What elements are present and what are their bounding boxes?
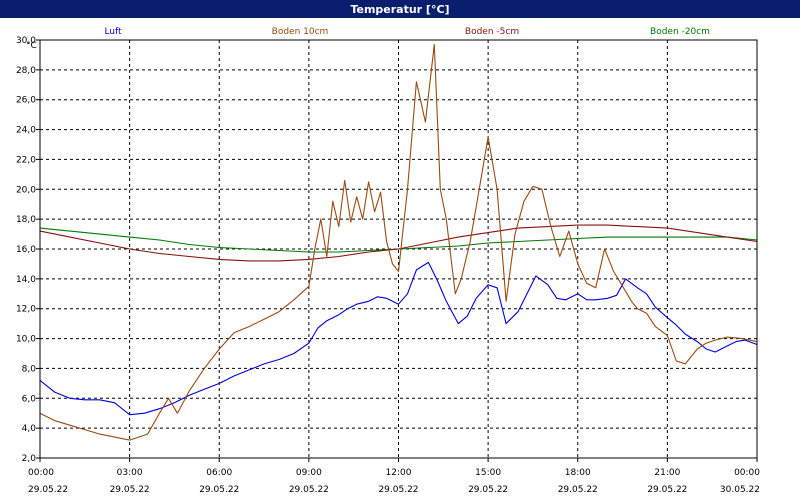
x-tick-label-date: 29.05.22 (647, 485, 687, 495)
y-tick-label: 8,0 (22, 364, 37, 374)
y-tick-label: 30,0 (16, 36, 36, 46)
y-tick-label: 20,0 (16, 185, 36, 195)
series-line-luft (39, 261, 758, 416)
temperature-chart: Luft Boden 10cm Boden -5cm Boden -20cm °… (16, 27, 760, 495)
legend-entry-boden-minus-5cm: Boden -5cm (465, 27, 519, 37)
x-tick-label-time: 15:00 (475, 468, 501, 478)
x-tick-label-date: 29.05.22 (28, 485, 68, 495)
x-tick-label-time: 21:00 (654, 468, 680, 478)
y-tick-label: 28,0 (16, 66, 36, 76)
y-tick-label: 2,0 (22, 454, 37, 464)
y-tick-label: 16,0 (16, 245, 36, 255)
grid-layer (40, 39, 757, 458)
x-tick-label-time: 00:00 (28, 468, 54, 478)
x-tick-label-date: 29.05.22 (558, 485, 598, 495)
legend-entry-luft: Luft (104, 27, 122, 37)
y-tick-label: 14,0 (16, 275, 36, 285)
axis-layer: 2,0 4,0 6,0 8,0 10,0 12,0 14,0 16,0 18,0 20,0 22,0… (16, 36, 760, 495)
x-tick-label-time: 12:00 (386, 468, 412, 478)
y-tick-label: 26,0 (16, 96, 36, 106)
y-tick-label: 6,0 (22, 394, 37, 404)
x-tick-label-date: 30.05.22 (720, 485, 760, 495)
legend-entry-boden-minus-20cm: Boden -20cm (650, 27, 710, 37)
series-layer (39, 43, 758, 441)
x-tick-label-date: 29.05.22 (468, 485, 508, 495)
x-tick-label-date: 29.05.22 (110, 485, 150, 495)
y-tick-label: 12,0 (16, 305, 36, 315)
x-tick-label-date: 29.05.22 (289, 485, 329, 495)
y-axis-unit-label: °C (26, 41, 37, 51)
y-tick-label: 24,0 (16, 126, 36, 136)
series-line-boden-10cm (39, 43, 758, 441)
y-tick-label: 18,0 (16, 215, 36, 225)
y-tick-label: 22,0 (16, 155, 36, 165)
x-tick-label-time: 06:00 (206, 468, 232, 478)
x-tick-label-time: 00:00 (734, 468, 760, 478)
x-tick-label-date: 29.05.22 (199, 485, 239, 495)
x-tick-label-time: 09:00 (296, 468, 322, 478)
x-tick-label-time: 03:00 (117, 468, 143, 478)
series-line-boden-5cm (39, 224, 758, 262)
x-tick-label-time: 18:00 (565, 468, 591, 478)
x-tick-label-date: 29.05.22 (378, 485, 418, 495)
y-tick-label: 10,0 (16, 335, 36, 345)
y-tick-label: 4,0 (22, 424, 37, 434)
legend-entry-boden-10cm: Boden 10cm (272, 27, 329, 37)
chart-title: Temperatur [°C] (0, 0, 800, 18)
